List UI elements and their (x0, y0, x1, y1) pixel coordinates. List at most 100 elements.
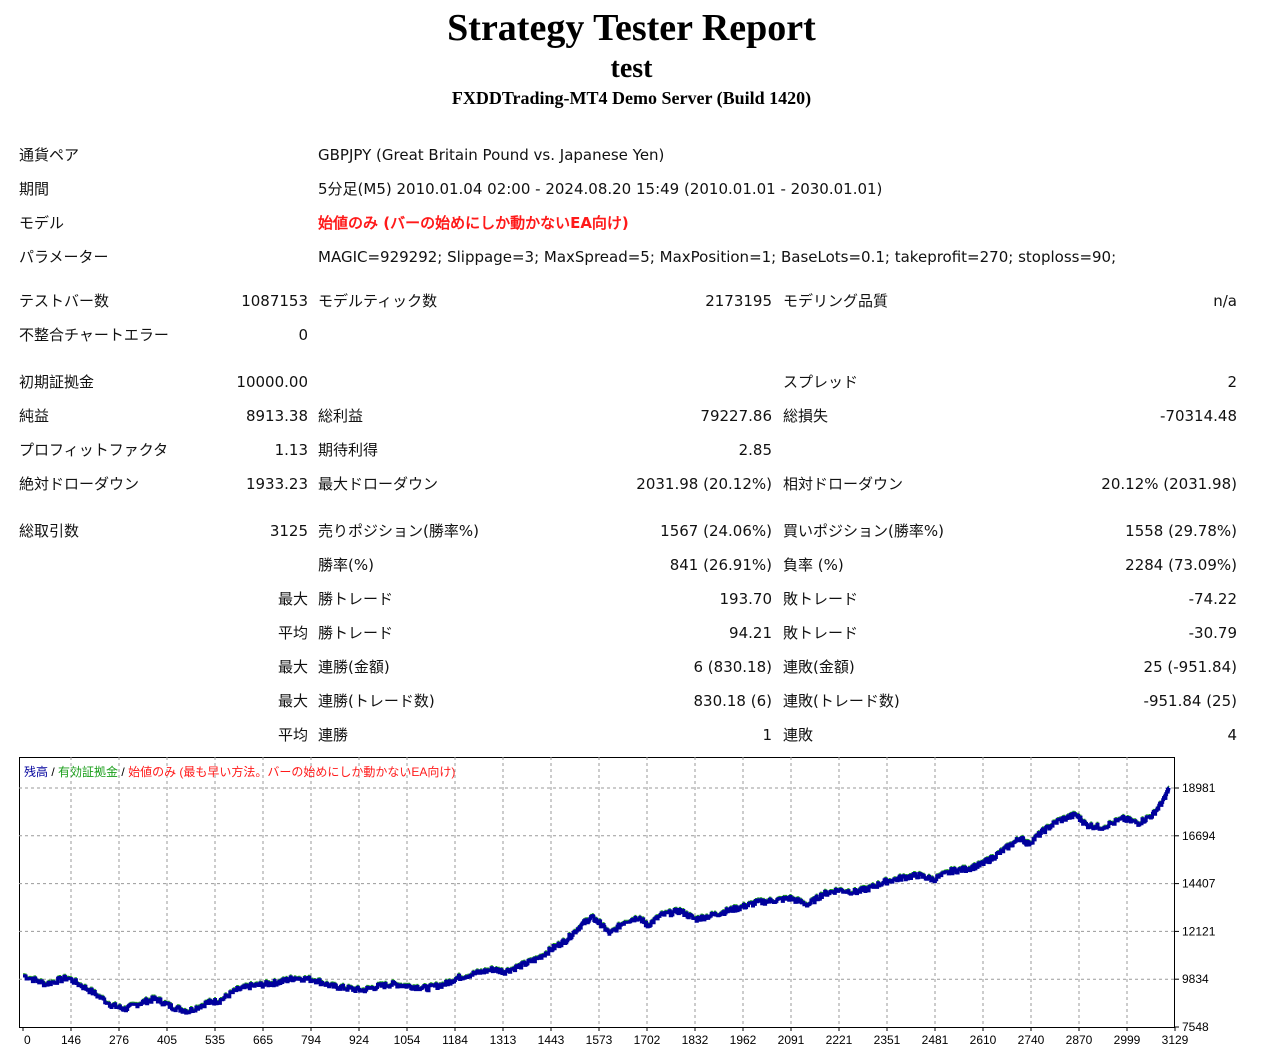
consecutive-wins-money-value: 6 (830.18) (693, 658, 772, 676)
expected-payoff-label: 期待利得 (318, 441, 379, 459)
profit-factor-value: 1.13 (274, 441, 308, 459)
average-consecutive-losses-value: 4 (1227, 726, 1237, 744)
x-tick-label: 1832 (682, 1033, 709, 1047)
plot-area (19, 757, 1175, 1028)
legend-equity: 有効証拠金 (58, 764, 118, 779)
largest-label: 最大 (277, 590, 308, 608)
x-tick-label: 794 (301, 1033, 321, 1047)
average-win-value: 94.21 (729, 624, 772, 642)
test-bars-label: テストバー数 (19, 292, 110, 310)
short-positions-label: 売りポジション(勝率%) (318, 522, 479, 540)
long-positions-value: 1558 (29.78%) (1125, 522, 1237, 540)
y-tick-label: 9834 (1182, 972, 1209, 986)
consecutive-wins-trades-label: 連勝(トレード数) (318, 692, 435, 710)
largest-loss-label: 敗トレード (783, 590, 859, 608)
largest-win-label: 勝トレード (318, 590, 394, 608)
consecutive-wins-money-label: 連勝(金額) (318, 658, 390, 676)
mismatch-label: 不整合チャートエラー (19, 326, 169, 344)
long-positions-label: 買いポジション(勝率%) (783, 522, 944, 540)
expected-payoff-value: 2.85 (738, 441, 772, 459)
x-tick-label: 665 (253, 1033, 273, 1047)
largest-loss-value: -74.22 (1188, 590, 1237, 608)
y-tick-label: 16694 (1182, 829, 1216, 843)
x-tick-label: 2740 (1018, 1033, 1045, 1047)
consecutive-losses-trades-value: -951.84 (25) (1143, 692, 1237, 710)
period-value: 5分足(M5) 2010.01.04 02:00 - 2024.08.20 15… (318, 180, 883, 198)
maximal-drawdown-label: 最大ドローダウン (318, 475, 439, 493)
x-tick-label: 2481 (922, 1033, 949, 1047)
symbol-value: GBPJPY (Great Britain Pound vs. Japanese… (318, 146, 665, 164)
net-profit-value: 8913.38 (245, 407, 308, 425)
gross-profit-label: 総利益 (318, 407, 364, 425)
x-tick-label: 2870 (1066, 1033, 1093, 1047)
balance-line (23, 786, 1171, 1015)
x-tick-label: 1054 (394, 1033, 421, 1047)
model-ticks-value: 2173195 (705, 292, 772, 310)
relative-drawdown-value: 20.12% (2031.98) (1101, 475, 1237, 493)
mismatch-value: 0 (298, 326, 308, 344)
loss-rate-value: 2284 (73.09%) (1125, 556, 1237, 574)
y-tick-label: 18981 (1182, 781, 1216, 795)
consecutive-losses-trades-label: 連敗(トレード数) (783, 692, 900, 710)
largest-win-value: 193.70 (719, 590, 773, 608)
x-tick-label: 2999 (1114, 1033, 1141, 1047)
x-tick-label: 535 (205, 1033, 225, 1047)
x-tick-label: 1962 (730, 1033, 757, 1047)
average-loss-value: -30.79 (1188, 624, 1237, 642)
y-tick-label: 14407 (1182, 877, 1216, 891)
x-tick-label: 2091 (778, 1033, 805, 1047)
y-tick-label: 12121 (1182, 924, 1216, 938)
average-label: 平均 (277, 624, 308, 642)
symbol-label: 通貨ペア (19, 146, 80, 164)
spread-label: スプレッド (783, 373, 859, 391)
average-consecutive-wins-label: 連勝 (318, 726, 349, 744)
chart-legend: 残高 / 有効証拠金 / 始値のみ (最も早い方法。バーの始めにしか動かないEA… (24, 764, 455, 779)
x-tick-label: 146 (61, 1033, 81, 1047)
model-quality-value: n/a (1213, 292, 1237, 310)
total-trades-value: 3125 (269, 522, 308, 540)
profit-factor-label: プロフィットファクタ (19, 441, 169, 459)
parameters-label: パラメーター (19, 248, 109, 266)
average-consecutive-wins-value: 1 (762, 726, 772, 744)
total-trades-label: 総取引数 (19, 522, 80, 540)
x-tick-label: 405 (157, 1033, 177, 1047)
spread-value: 2 (1227, 373, 1237, 391)
x-tick-label: 924 (349, 1033, 369, 1047)
legend-separator-2: / (121, 765, 125, 779)
legend-balance: 残高 (24, 764, 48, 779)
legend-separator-1: / (51, 765, 55, 779)
short-positions-value: 1567 (24.06%) (660, 522, 772, 540)
balance-chart: 18981 16694 14407 12121 9834 7548 0 146 276 405 5… (19, 757, 1216, 1047)
x-tick-label: 1313 (490, 1033, 517, 1047)
parameters-value: MAGIC=929292; Slippage=3; MaxSpread=5; M… (318, 248, 1117, 266)
model-label: モデル (19, 214, 65, 232)
gross-profit-value: 79227.86 (700, 407, 772, 425)
maximal-label: 最大 (277, 692, 308, 710)
model-ticks-label: モデルティック数 (318, 292, 438, 310)
win-rate-value: 841 (26.91%) (669, 556, 772, 574)
absolute-drawdown-value: 1933.23 (245, 475, 308, 493)
x-axis-ticks: 0 146 276 405 535 665 794 924 1054 1184 1313 1443 15… (22, 1027, 1189, 1047)
absolute-drawdown-label: 絶対ドローダウン (19, 475, 140, 493)
period-label: 期間 (19, 180, 50, 198)
x-tick-label: 2351 (874, 1033, 901, 1047)
x-tick-label: 1184 (442, 1033, 468, 1047)
maximal-drawdown-value: 2031.98 (20.12%) (636, 475, 772, 493)
report-subtitle: test (610, 53, 653, 84)
average-consecutive-label: 平均 (277, 726, 308, 744)
average-loss-label: 敗トレード (783, 624, 859, 642)
x-tick-label: 2610 (970, 1033, 997, 1047)
consecutive-losses-money-label: 連敗(金額) (783, 658, 855, 676)
model-quality-label: モデリング品質 (783, 292, 889, 310)
model-value: 始値のみ (バーの始めにしか動かないEA向け) (318, 214, 629, 232)
test-bars-value: 1087153 (241, 292, 308, 310)
loss-rate-label: 負率 (%) (783, 556, 844, 574)
gross-loss-value: -70314.48 (1160, 407, 1237, 425)
x-tick-label: 3129 (1162, 1033, 1189, 1047)
x-tick-label: 2221 (826, 1033, 853, 1047)
consecutive-wins-trades-value: 830.18 (6) (693, 692, 772, 710)
gross-loss-label: 総損失 (783, 407, 829, 425)
x-tick-label: 276 (109, 1033, 129, 1047)
initial-deposit-value: 10000.00 (236, 373, 308, 391)
x-tick-label: 1702 (634, 1033, 661, 1047)
